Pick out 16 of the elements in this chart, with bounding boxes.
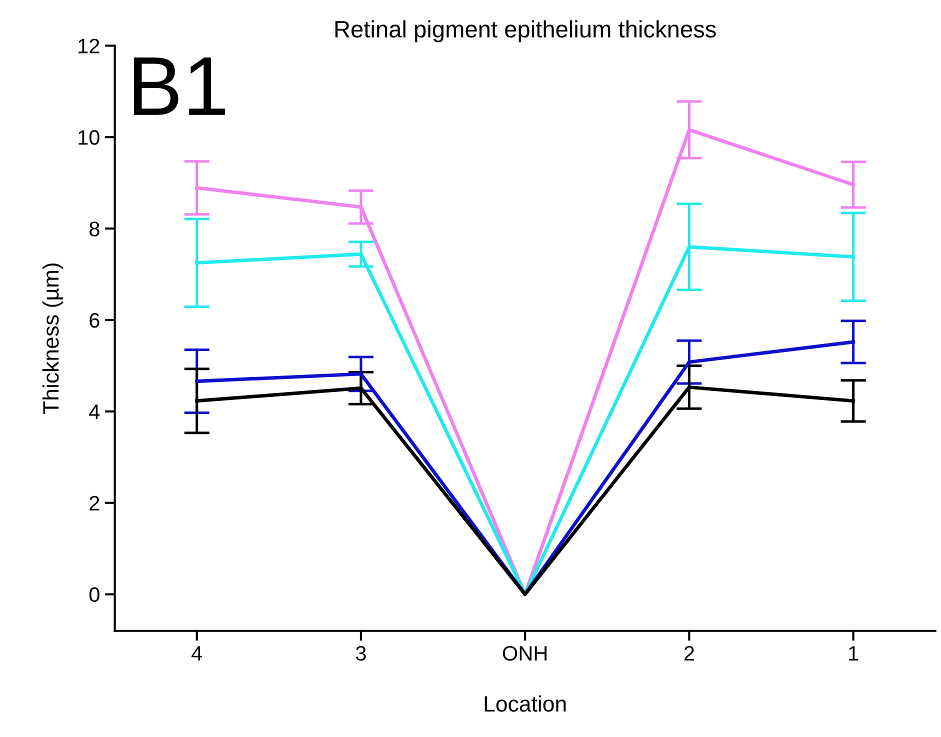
x-tick-label: 2 — [684, 646, 694, 661]
y-tick-label: 8 — [90, 222, 100, 236]
y-tick-label: 4 — [89, 404, 100, 419]
x-tick-label: 4 — [192, 646, 202, 661]
x-axis-title: Location — [484, 695, 566, 712]
y-tick-label: 0 — [89, 587, 100, 602]
x-tick-label: 1 — [849, 646, 858, 661]
y-tick-label: 10 — [78, 130, 100, 145]
y-axis-title: Thickness (µm) — [42, 264, 64, 414]
x-tick-label: ONH — [502, 646, 547, 661]
y-tick-label: 2 — [90, 496, 100, 510]
chart-title: Retinal pigment epithelium thickness — [335, 20, 716, 42]
x-tick-label: 3 — [356, 646, 366, 661]
y-tick-label: 12 — [78, 38, 100, 54]
annotation: B1 — [134, 58, 225, 115]
y-tick-label: 6 — [90, 312, 100, 328]
